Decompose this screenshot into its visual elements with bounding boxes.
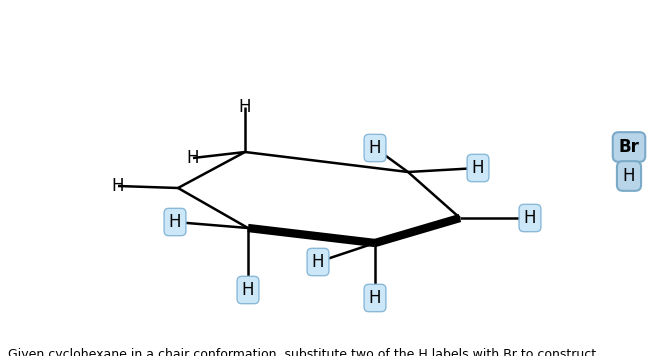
Text: H: H <box>112 177 124 195</box>
Text: H: H <box>312 253 325 271</box>
Text: Given cyclohexane in a chair conformation, substitute two of the H labels with B: Given cyclohexane in a chair conformatio… <box>8 348 596 356</box>
Text: H: H <box>187 149 199 167</box>
Text: H: H <box>472 159 485 177</box>
Text: H: H <box>623 167 635 185</box>
Text: H: H <box>524 209 536 227</box>
Text: Br: Br <box>619 138 639 156</box>
Text: H: H <box>242 281 254 299</box>
Text: H: H <box>169 213 181 231</box>
Text: H: H <box>369 289 381 307</box>
Text: H: H <box>369 139 381 157</box>
Text: H: H <box>239 98 251 116</box>
